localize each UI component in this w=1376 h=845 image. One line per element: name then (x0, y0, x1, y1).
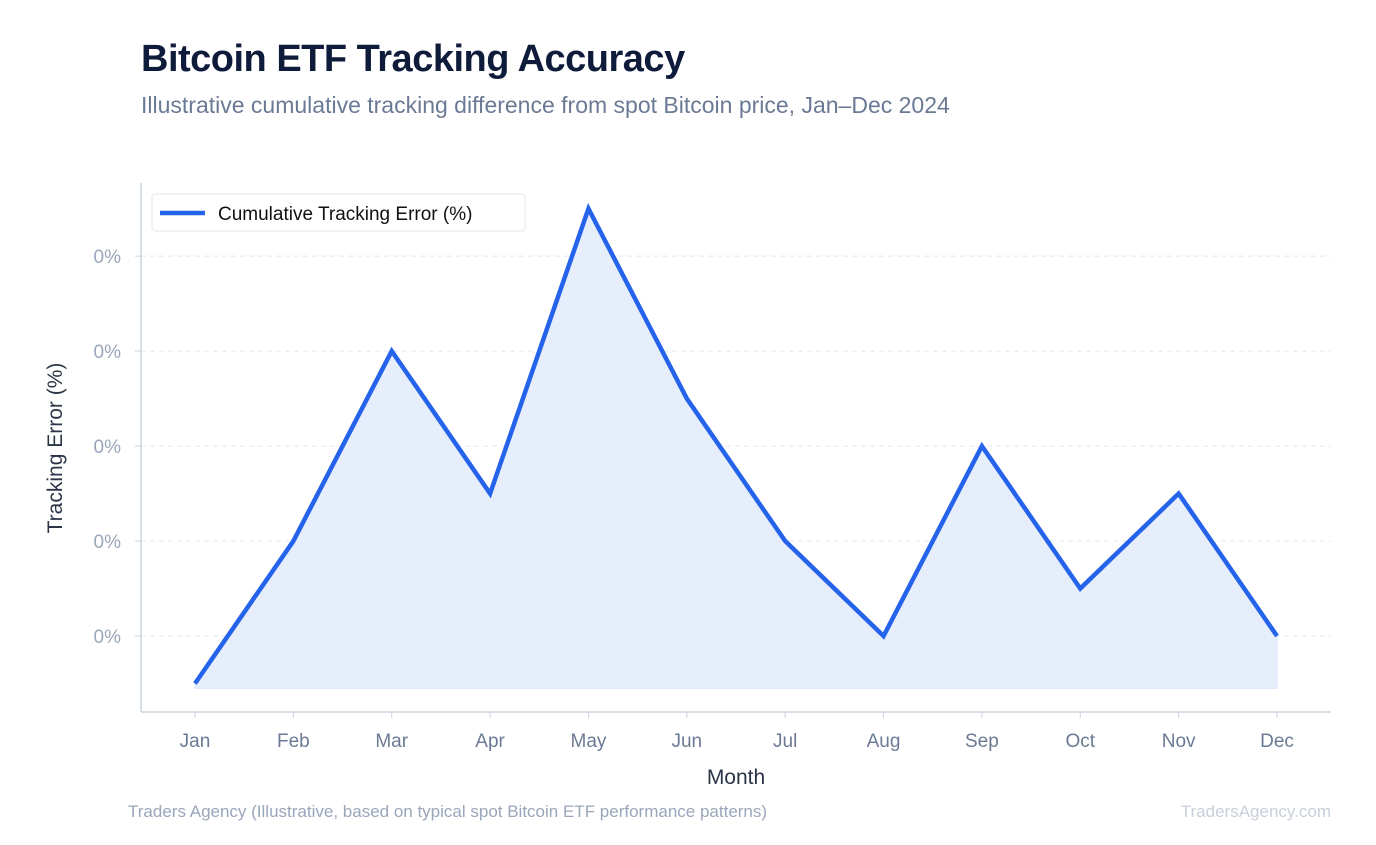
area-fill (194, 207, 1278, 689)
y-tick-label: 0% (94, 342, 122, 363)
legend-box (151, 193, 526, 232)
y-tick-label: 0% (94, 532, 122, 553)
x-tick-label: Sep (965, 731, 999, 752)
source-note: Traders Agency (Illustrative, based on t… (128, 802, 768, 821)
x-tick-label: May (571, 731, 607, 752)
x-axis-label: Month (707, 766, 765, 789)
x-tick-label: Mar (375, 731, 408, 752)
series-line (193, 202, 1279, 685)
x-tick-label: Apr (475, 731, 505, 752)
chart-title: Bitcoin ETF Tracking Accuracy (141, 38, 685, 80)
y-tick-label: 0% (94, 437, 122, 458)
x-tick-label: Aug (867, 731, 901, 752)
y-tick-label: 0% (94, 627, 122, 648)
legend-label: Cumulative Tracking Error (%) (218, 204, 472, 225)
y-tick-label: 0% (94, 247, 122, 268)
x-tick-label: Dec (1260, 731, 1294, 752)
x-tick-label: Jul (773, 731, 797, 752)
y-axis-label: Tracking Error (%) (44, 363, 67, 534)
brand-watermark: TradersAgency.com (1180, 802, 1331, 821)
x-tick-label: Jun (671, 731, 702, 752)
x-tick-label: Oct (1065, 731, 1095, 752)
x-tick-label: Feb (277, 731, 310, 752)
x-tick-label: Jan (180, 731, 211, 752)
chart-subtitle: Illustrative cumulative tracking differe… (141, 92, 950, 118)
x-tick-label: Nov (1162, 731, 1196, 752)
